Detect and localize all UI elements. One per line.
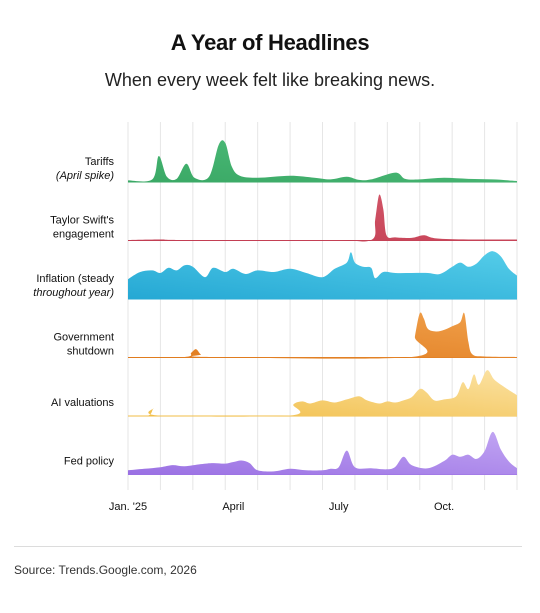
x-tick-label: July (329, 501, 349, 513)
series-label: Taylor Swift's engagement (50, 215, 114, 241)
x-tick-label: Oct. (434, 501, 454, 513)
series-label: Fed policy (64, 456, 115, 468)
series-labels: Tariffs (April spike) Taylor Swift's engage… (33, 156, 114, 468)
series-label-line: Inflation (steady (36, 273, 114, 285)
series-label-line: Fed policy (64, 456, 115, 468)
series-label-line: Taylor Swift's (50, 215, 114, 227)
series-label-line: Tariffs (85, 156, 115, 168)
x-tick-label: Jan. '25 (109, 501, 147, 513)
series-label: Government shutdown (53, 332, 114, 358)
series-label-line: AI valuations (51, 397, 114, 409)
series-label-line: Government (53, 332, 114, 344)
chart-title: A Year of Headlines (170, 30, 370, 55)
series-label-line: (April spike) (56, 170, 114, 182)
chart-subtitle: When every week felt like breaking news. (104, 70, 436, 90)
series-label: Inflation (steady throughout year) (33, 273, 114, 299)
series-label-line: shutdown (67, 346, 114, 358)
series-area (128, 140, 517, 182)
series-area (128, 312, 517, 359)
series-area (128, 370, 517, 417)
grid-lines (127, 122, 518, 490)
x-tick-label: April (222, 501, 244, 513)
series-label: AI valuations (51, 397, 114, 409)
ridgeline-chart: Tariffs (April spike) Taylor Swift's engage… (33, 122, 518, 513)
series-label: Tariffs (April spike) (56, 156, 115, 182)
series-label-line: throughout year) (33, 287, 114, 299)
series-ridges (128, 140, 517, 475)
x-axis-ticks: Jan. '25 April July Oct. (109, 501, 454, 513)
source-note: Source: Trends.Google.com, 2026 (14, 563, 197, 577)
series-area (128, 251, 517, 299)
series-label-line: engagement (53, 229, 114, 241)
series-area (128, 431, 517, 475)
footer-divider (14, 546, 522, 547)
